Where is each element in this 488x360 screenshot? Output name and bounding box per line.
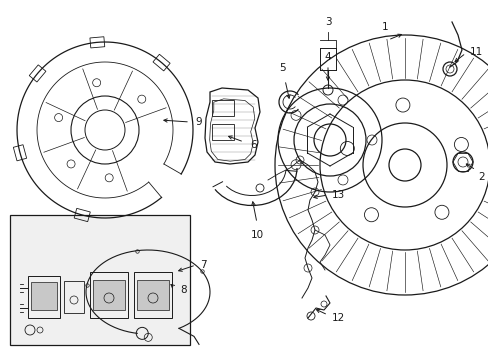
Bar (153, 54, 170, 71)
Text: 8: 8 (180, 285, 186, 295)
Text: 13: 13 (331, 190, 345, 200)
Text: 1: 1 (381, 22, 387, 32)
Text: 11: 11 (469, 47, 482, 57)
Bar (29, 65, 46, 82)
Bar (212, 124, 234, 140)
Bar (74, 208, 90, 222)
Bar (90, 37, 104, 48)
Text: 12: 12 (331, 313, 345, 323)
Bar (93, 280, 125, 310)
Bar (64, 281, 84, 313)
Bar (28, 276, 60, 318)
Text: 6: 6 (249, 140, 256, 150)
Text: 10: 10 (250, 230, 263, 240)
Text: 4: 4 (324, 52, 331, 62)
Bar (137, 280, 169, 310)
Bar (90, 272, 128, 318)
Text: 5: 5 (279, 63, 286, 73)
Text: 9: 9 (195, 117, 201, 127)
Bar (31, 282, 57, 310)
Bar (13, 145, 26, 161)
Text: 7: 7 (200, 260, 206, 270)
Bar (212, 100, 234, 116)
Bar (10, 215, 190, 345)
Text: 2: 2 (477, 172, 484, 182)
Bar (134, 272, 172, 318)
Text: 3: 3 (324, 17, 331, 27)
